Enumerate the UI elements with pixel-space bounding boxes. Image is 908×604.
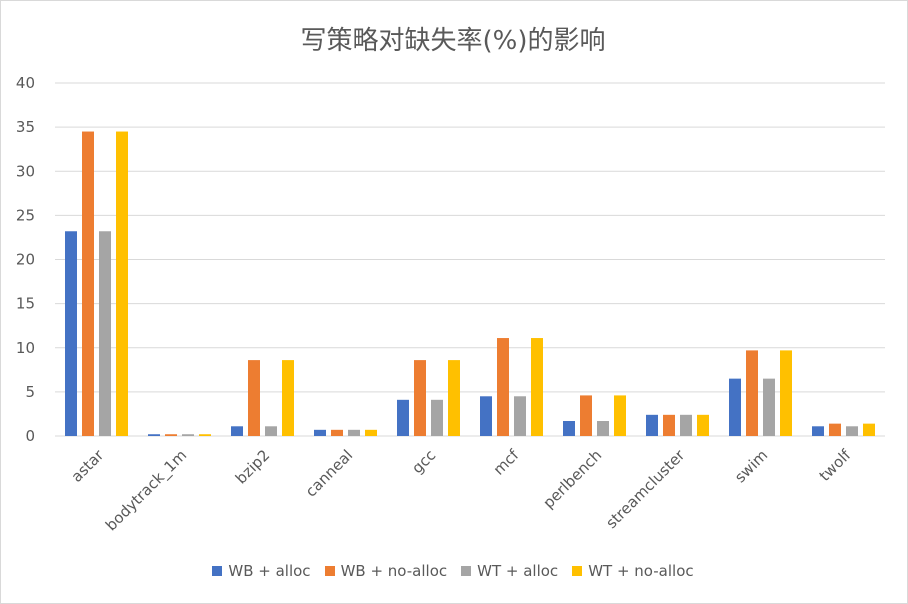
y-tick-label: 0: [25, 427, 35, 445]
y-tick-label: 5: [25, 383, 35, 401]
bar-streamcluster-wb-alloc: [646, 415, 658, 436]
bar-bodytrack_1m-wt-alloc: [182, 434, 194, 436]
bar-canneal-wt-no-alloc: [365, 430, 377, 436]
legend-label: WT + alloc: [477, 562, 558, 580]
bar-streamcluster-wt-alloc: [680, 415, 692, 436]
bar-swim-wt-alloc: [763, 379, 775, 436]
bar-mcf-wb-alloc: [480, 396, 492, 436]
bar-canneal-wb-no-alloc: [331, 430, 343, 436]
x-category-label: gcc: [408, 446, 439, 477]
bar-streamcluster-wb-no-alloc: [663, 415, 675, 436]
bar-gcc-wt-no-alloc: [448, 360, 460, 436]
bar-canneal-wt-alloc: [348, 430, 360, 436]
y-tick-label: 25: [16, 206, 35, 224]
x-category-label: twolf: [816, 446, 855, 485]
bar-bzip2-wb-alloc: [231, 426, 243, 436]
legend-item: WT + alloc: [461, 562, 558, 580]
legend: WB + alloc WB + no-alloc WT + alloc WT + no…: [0, 562, 906, 580]
bar-mcf-wt-alloc: [514, 396, 526, 436]
bar-astar-wb-alloc: [65, 231, 77, 436]
x-category-label: bodytrack_1m: [102, 446, 191, 535]
bar-astar-wb-no-alloc: [82, 132, 94, 436]
bar-twolf-wb-no-alloc: [829, 424, 841, 436]
legend-item: WT + no-alloc: [572, 562, 693, 580]
bar-astar-wt-alloc: [99, 231, 111, 436]
bar-swim-wb-alloc: [729, 379, 741, 436]
bar-gcc-wt-alloc: [431, 400, 443, 436]
bars: [65, 132, 875, 436]
bar-mcf-wb-no-alloc: [497, 338, 509, 436]
bar-bzip2-wb-no-alloc: [248, 360, 260, 436]
bar-twolf-wt-no-alloc: [863, 424, 875, 436]
bar-perlbench-wb-no-alloc: [580, 395, 592, 436]
legend-label: WB + no-alloc: [341, 562, 448, 580]
bar-bodytrack_1m-wb-no-alloc: [165, 434, 177, 436]
bar-gcc-wb-no-alloc: [414, 360, 426, 436]
bar-swim-wt-no-alloc: [780, 350, 792, 436]
x-category-label: canneal: [302, 446, 356, 500]
bar-twolf-wb-alloc: [812, 426, 824, 436]
bar-bodytrack_1m-wt-no-alloc: [199, 434, 211, 436]
bar-twolf-wt-alloc: [846, 426, 858, 436]
bar-mcf-wt-no-alloc: [531, 338, 543, 436]
x-category-label: astar: [68, 446, 108, 486]
y-tick-label: 35: [16, 118, 35, 136]
bar-astar-wt-no-alloc: [116, 132, 128, 436]
legend-swatch: [212, 566, 222, 576]
legend-item: WB + no-alloc: [325, 562, 448, 580]
legend-label: WB + alloc: [228, 562, 310, 580]
y-tick-label: 20: [16, 251, 35, 269]
legend-swatch: [572, 566, 582, 576]
gridlines: [55, 83, 885, 436]
bar-bzip2-wt-no-alloc: [282, 360, 294, 436]
x-category-label: streamcluster: [602, 446, 689, 533]
bar-canneal-wb-alloc: [314, 430, 326, 436]
bar-perlbench-wb-alloc: [563, 421, 575, 436]
x-category-label: bzip2: [232, 446, 273, 487]
legend-item: WB + alloc: [212, 562, 310, 580]
legend-label: WT + no-alloc: [588, 562, 693, 580]
legend-swatch: [461, 566, 471, 576]
bar-bodytrack_1m-wb-alloc: [148, 434, 160, 436]
bar-swim-wb-no-alloc: [746, 350, 758, 436]
x-category-label: perlbench: [539, 446, 605, 512]
legend-swatch: [325, 566, 335, 576]
bar-streamcluster-wt-no-alloc: [697, 415, 709, 436]
bar-bzip2-wt-alloc: [265, 426, 277, 436]
bar-perlbench-wt-alloc: [597, 421, 609, 436]
y-axis-ticks: 0 5 10 15 20 25 30 35 40: [16, 74, 35, 445]
y-tick-label: 40: [16, 74, 35, 92]
x-category-label: mcf: [490, 446, 523, 479]
y-tick-label: 15: [16, 295, 35, 313]
y-tick-label: 10: [16, 339, 35, 357]
y-tick-label: 30: [16, 162, 35, 180]
bar-perlbench-wt-no-alloc: [614, 395, 626, 436]
bar-gcc-wb-alloc: [397, 400, 409, 436]
x-category-label: swim: [731, 446, 771, 486]
